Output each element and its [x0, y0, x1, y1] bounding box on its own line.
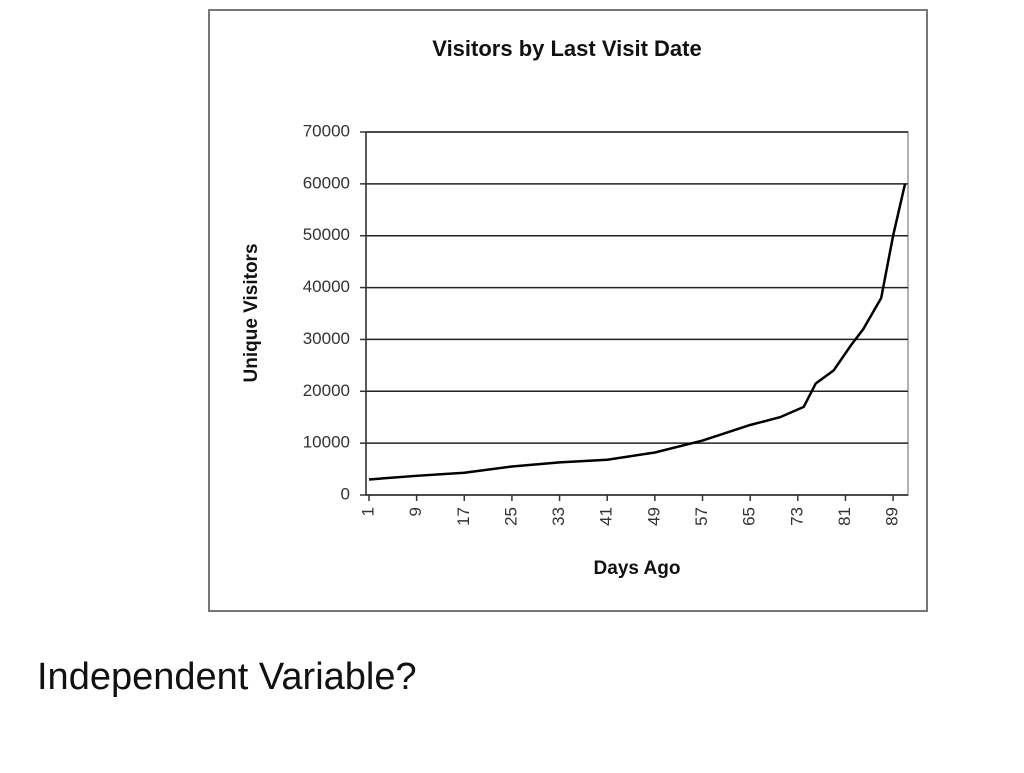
x-tick-label: 81: [835, 507, 854, 526]
y-tick-label: 70000: [303, 121, 350, 140]
y-tick-label: 20000: [303, 381, 350, 400]
y-axis-label: Unique Visitors: [241, 243, 262, 382]
chart-title: Visitors by Last Visit Date: [432, 36, 701, 61]
y-tick-label: 60000: [303, 173, 350, 192]
data-line: [368, 183, 907, 481]
caption: Independent Variable?: [37, 656, 417, 698]
x-tick-label: 9: [406, 507, 425, 516]
y-tick-label: 0: [341, 484, 350, 503]
x-tick-label: 17: [454, 507, 473, 526]
y-tick-label: 40000: [303, 277, 350, 296]
x-tick-label: 49: [644, 507, 663, 526]
y-tick-label: 10000: [303, 433, 350, 452]
y-tick-label: 50000: [303, 225, 350, 244]
x-axis-label: Days Ago: [594, 558, 681, 579]
chart-frame: [208, 9, 928, 612]
x-tick-label: 73: [787, 507, 806, 526]
x-tick-label: 41: [597, 507, 616, 526]
x-tick-label: 57: [692, 507, 711, 526]
x-tick-label: 25: [501, 507, 520, 526]
x-tick-label: 65: [740, 507, 759, 526]
x-tick-label: 1: [358, 507, 377, 516]
x-tick-label: 89: [883, 507, 902, 526]
x-tick-label: 33: [549, 507, 568, 526]
y-tick-label: 30000: [303, 329, 350, 348]
